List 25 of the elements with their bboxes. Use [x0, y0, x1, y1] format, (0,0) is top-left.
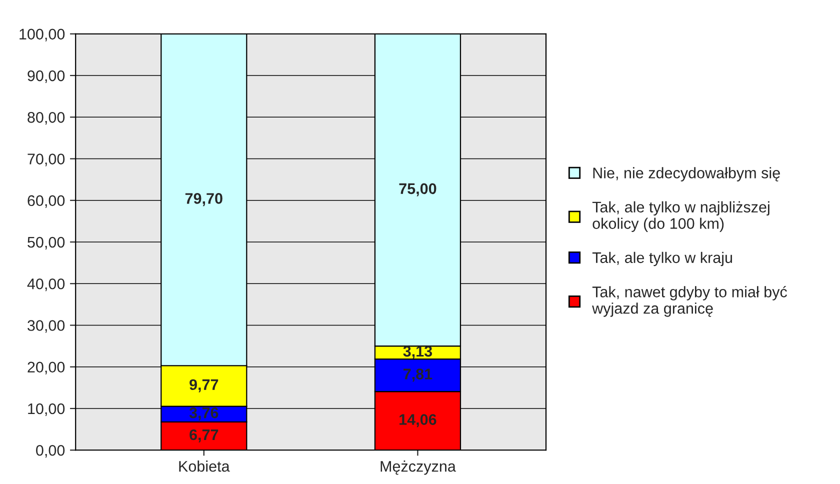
y-tick-label: 100,00	[20, 28, 65, 42]
y-tick-label: 90,00	[28, 70, 65, 83]
x-tick-label: Kobieta	[179, 460, 230, 472]
legend-label: Tak, ale tylko w najbliższej okolicy (do 100 km)	[592, 201, 770, 232]
data-label: 14,06	[400, 414, 436, 428]
legend-label: Tak, nawet gdyby to miał być wyjazd za granicę	[592, 286, 787, 317]
data-label: 3,76	[189, 407, 218, 420]
x-tick-label: Mężczyzna	[380, 460, 456, 475]
data-label: 75,00	[399, 183, 436, 196]
y-tick-label: 30,00	[28, 320, 65, 333]
legend-label: Tak, ale tylko w kraju	[592, 252, 732, 266]
y-tick-label: 10,00	[28, 403, 65, 416]
y-tick-label: 0,00	[36, 444, 65, 458]
legend-label: Nie, nie zdecydowałbym się	[593, 167, 780, 182]
data-label: 3,13	[403, 346, 432, 359]
y-tick-label: 50,00	[28, 236, 65, 250]
data-label: 9,77	[190, 379, 218, 392]
y-tick-label: 20,00	[28, 362, 65, 374]
y-tick-label: 60,00	[28, 195, 65, 208]
y-tick-label: 70,00	[28, 154, 65, 166]
y-tick-label: 80,00	[28, 112, 65, 125]
data-label: 7,81	[404, 368, 432, 382]
data-label: 79,70	[185, 193, 222, 206]
data-label: 6,77	[190, 429, 218, 442]
y-tick-label: 40,00	[27, 278, 65, 292]
